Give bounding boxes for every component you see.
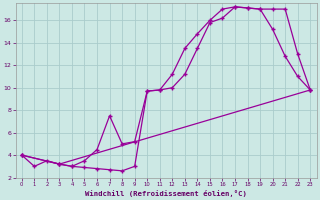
X-axis label: Windchill (Refroidissement éolien,°C): Windchill (Refroidissement éolien,°C)	[85, 190, 247, 197]
